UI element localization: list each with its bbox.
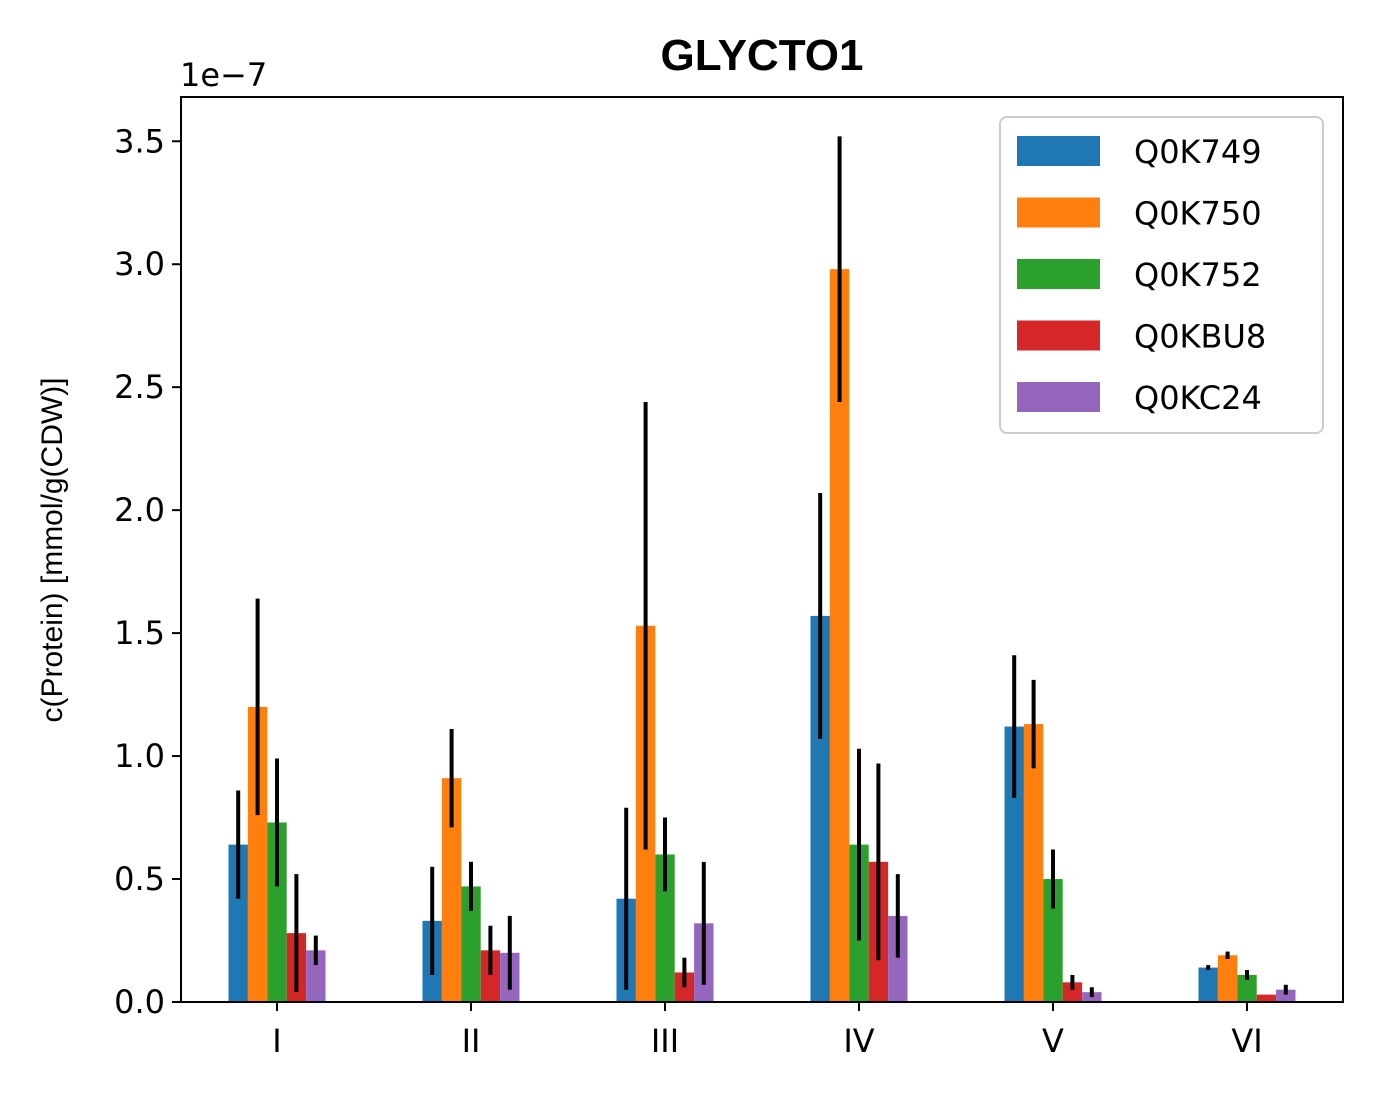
legend-label: Q0K752	[1134, 256, 1262, 294]
bar-Q0K752-II	[461, 886, 481, 1002]
legend: Q0K749 Q0K750 Q0K752 Q0KBU8 Q0KC24	[999, 116, 1324, 434]
bar-Q0K750-II	[441, 778, 462, 1002]
x-tick-label: II	[462, 1022, 481, 1060]
y-offset-label: 1e−7	[180, 56, 267, 94]
y-axis-label: c(Protein) [mmol/g(CDW)]	[36, 377, 69, 722]
y-tick-label: 1.5	[114, 614, 165, 652]
legend-label: Q0K749	[1134, 133, 1262, 171]
bar-Q0KBU8-V	[1062, 982, 1083, 1002]
bar-Q0K749-V	[1004, 726, 1024, 1002]
bar-Q0KC24-VI	[1276, 989, 1296, 1002]
legend-swatch	[1017, 136, 1100, 166]
bar-Q0KC24-I	[306, 950, 326, 1002]
legend-swatch	[1017, 259, 1100, 289]
legend-swatch	[1017, 382, 1100, 412]
bar-Q0K750-VI	[1217, 955, 1238, 1002]
bar-Q0K750-IV	[829, 269, 850, 1002]
bar-Q0K752-V	[1043, 879, 1063, 1002]
x-axis: I II III IV V VI	[272, 1002, 1263, 1060]
bar-Q0K752-III	[655, 854, 675, 1002]
y-tick-label: 0.5	[114, 860, 165, 898]
error-bars-layer	[236, 136, 1288, 998]
y-tick-label: 2.0	[114, 491, 165, 529]
y-tick-label: 0.0	[114, 983, 165, 1021]
y-tick-label: 3.0	[114, 245, 165, 283]
bar-Q0K752-I	[267, 822, 287, 1002]
bar-Q0KC24-IV	[888, 915, 908, 1002]
x-tick-label: V	[1042, 1022, 1064, 1060]
bar-Q0KBU8-VI	[1256, 994, 1277, 1002]
bar-Q0K749-I	[228, 844, 248, 1002]
bar-Q0K750-I	[247, 706, 268, 1002]
x-tick-label: I	[272, 1022, 281, 1060]
bar-Q0KBU8-II	[480, 950, 501, 1002]
x-tick-label: IV	[843, 1022, 874, 1060]
bar-Q0K749-IV	[810, 615, 830, 1002]
legend-box	[999, 116, 1324, 434]
y-tick-label: 2.5	[114, 368, 165, 406]
legend-swatch	[1017, 197, 1100, 228]
legend-label: Q0K750	[1134, 195, 1262, 233]
legend-swatch	[1017, 320, 1100, 351]
x-tick-label: III	[651, 1022, 679, 1060]
plot-frame	[180, 96, 1344, 1003]
y-tick-label: 1.0	[114, 737, 165, 775]
legend-label: Q0KC24	[1134, 379, 1262, 417]
y-tick-label: 3.5	[114, 122, 165, 160]
chart-title: GLYCTO1	[661, 31, 864, 80]
y-axis: 0.0 0.5 1.0 1.5 2.0 2.5 3.0 3.5	[114, 122, 181, 1021]
x-tick-label: VI	[1231, 1022, 1262, 1060]
legend-label: Q0KBU8	[1134, 318, 1266, 356]
bar-Q0K750-V	[1023, 724, 1044, 1002]
bar-Q0K749-VI	[1198, 967, 1218, 1002]
bar-Q0K752-VI	[1237, 974, 1257, 1002]
